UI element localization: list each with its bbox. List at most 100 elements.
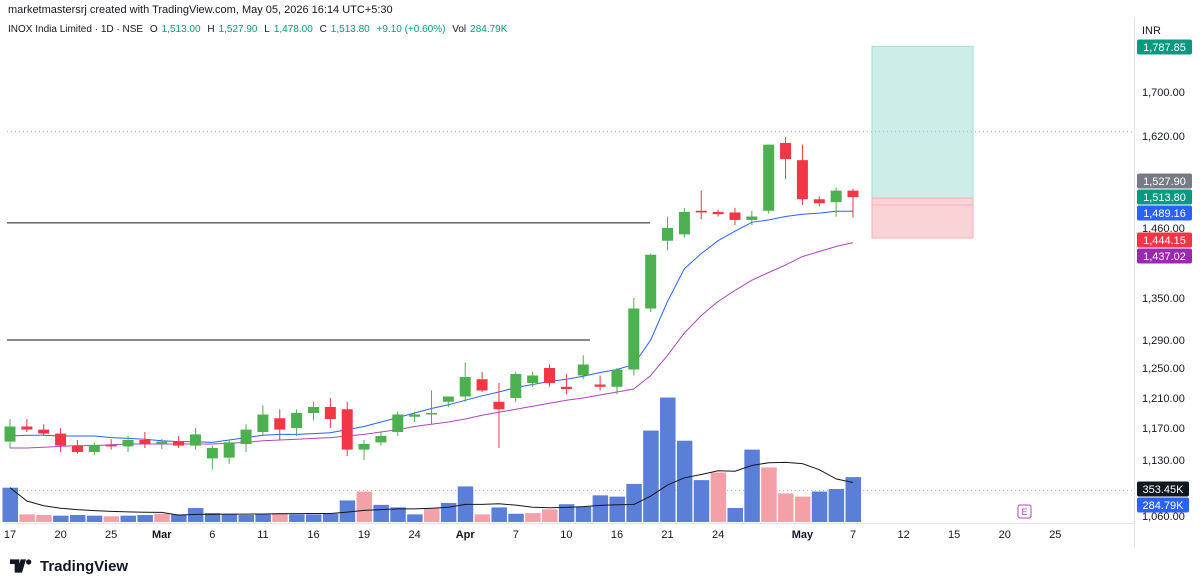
candle-body — [695, 210, 707, 213]
price-tag-bg — [1137, 232, 1192, 248]
candle-body — [206, 448, 218, 459]
volume-bar — [811, 491, 828, 522]
candle-body — [780, 142, 792, 159]
y-tick-label: 1,350.00 — [1142, 293, 1185, 305]
candle-body — [712, 211, 724, 215]
tradingview-logo[interactable]: TradingView — [10, 556, 128, 576]
candle — [4, 419, 16, 448]
candle — [291, 409, 303, 436]
volume-bar — [69, 515, 86, 522]
volume-bar — [660, 397, 676, 522]
candle — [560, 374, 572, 395]
candle — [442, 396, 454, 407]
volume-bar — [289, 514, 305, 522]
candle — [156, 439, 168, 449]
candle — [139, 432, 151, 448]
candle — [847, 188, 859, 218]
candle — [88, 442, 100, 456]
price-tag-bg — [1137, 189, 1192, 205]
x-tick-label: 10 — [560, 529, 572, 541]
volume-bar — [339, 500, 356, 522]
candle-body — [847, 190, 859, 198]
price-tag-bg — [1137, 248, 1192, 264]
candle-body — [358, 444, 370, 450]
candle — [459, 362, 471, 402]
candle-body — [173, 441, 185, 446]
x-tick-label: 19 — [358, 529, 370, 541]
candle-body — [796, 160, 808, 200]
events-icon-box — [1017, 504, 1032, 519]
volume-bar — [86, 515, 103, 522]
volume-bar — [592, 495, 609, 522]
volume-bar — [103, 516, 120, 522]
candle-body — [257, 414, 269, 432]
candle-body — [476, 379, 488, 391]
volume-bar — [53, 515, 69, 522]
y-tick-label: 1,170.00 — [1142, 423, 1185, 435]
candle-body — [122, 440, 134, 447]
price-tag: 1,437.02 — [1137, 248, 1192, 264]
volume-bar — [558, 504, 575, 522]
candle — [55, 428, 67, 452]
price-tag-label: 1,513.80 — [1143, 192, 1186, 204]
candle — [409, 411, 421, 422]
symbol-legend[interactable]: INOX India Limited · 1D · NSE O 1,513.00 … — [8, 24, 511, 35]
candle — [493, 383, 505, 448]
y-tick-label: 1,210.00 — [1142, 393, 1185, 405]
volume-bar — [626, 483, 642, 522]
candle — [341, 401, 353, 456]
candle — [426, 390, 437, 425]
candle — [577, 355, 589, 380]
price-tag: 1,489.16 — [1137, 205, 1192, 221]
volume-bar — [693, 480, 710, 522]
tradingview-logo-icon — [10, 559, 32, 573]
candle-body — [409, 414, 421, 417]
low-value: 1,478.00 — [273, 24, 313, 35]
volume-bar — [710, 472, 727, 522]
volume-tag: 353.45K — [1137, 481, 1189, 497]
candle-body — [21, 426, 33, 430]
candle-body — [729, 212, 741, 220]
y-tick-label: 1,130.00 — [1142, 455, 1185, 467]
volume-bar — [407, 514, 423, 522]
candle — [274, 409, 286, 440]
candle — [240, 424, 252, 452]
candle-body — [493, 401, 505, 410]
close-label: C — [319, 24, 327, 35]
volume-bar — [845, 477, 861, 522]
candle — [628, 298, 640, 376]
candle — [392, 411, 404, 436]
volume-bar — [542, 509, 558, 522]
candle-body — [594, 384, 606, 387]
events-icon[interactable]: E — [1017, 504, 1032, 519]
x-tick-label: 25 — [1049, 529, 1061, 541]
candle-body — [38, 429, 50, 434]
high-label: H — [207, 24, 215, 35]
volume-bar — [36, 515, 52, 522]
x-tick-label: 12 — [897, 529, 909, 541]
candle — [695, 190, 707, 220]
price-tag-label: 1,787.85 — [1143, 42, 1186, 54]
candle-body — [628, 308, 640, 370]
candle-body — [291, 413, 303, 428]
candle-body — [763, 144, 775, 211]
y-tick-label: 1,460.00 — [1142, 223, 1185, 235]
candle-body — [240, 429, 252, 444]
volume-bar — [2, 487, 18, 522]
x-tick-label: 11 — [257, 529, 268, 541]
volume-bar — [154, 513, 170, 522]
stop-zone — [871, 197, 974, 239]
candle-body — [392, 414, 404, 432]
candle — [729, 207, 741, 226]
x-tick-label: May — [792, 529, 814, 541]
y-tick-label: 1,620.00 — [1142, 131, 1185, 143]
x-tick-label: 24 — [712, 529, 724, 541]
tradingview-logo-text: TradingView — [40, 557, 129, 575]
candle-body — [527, 375, 539, 383]
chart-credit: marketmastersrj created with TradingView… — [8, 4, 393, 16]
y-tick-label: 1,700.00 — [1142, 87, 1185, 99]
symbol-name[interactable]: INOX India Limited · 1D · NSE — [8, 24, 144, 35]
x-tick-label: 24 — [409, 529, 421, 541]
candle-body — [442, 396, 454, 402]
